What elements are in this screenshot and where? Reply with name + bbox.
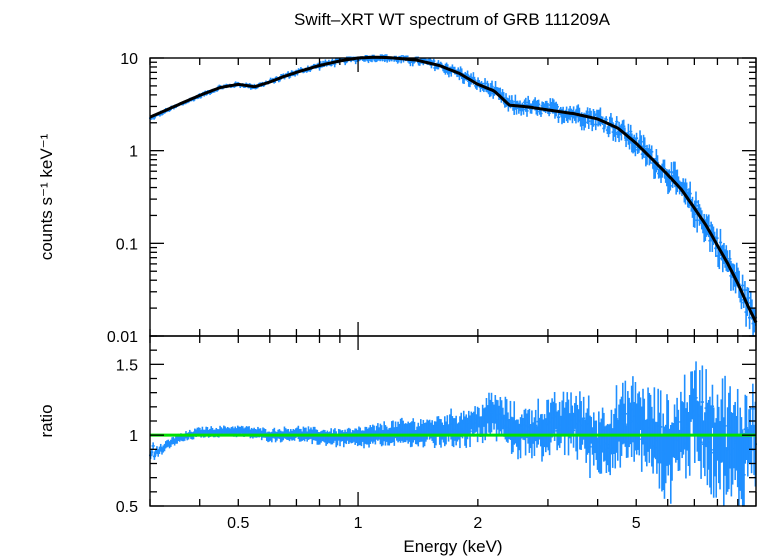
spectrum-data-point: [566, 114, 570, 123]
spectrum-y-tick-label: 1: [129, 144, 138, 161]
spectrum-data-series: [148, 54, 758, 336]
ratio-data-point: [445, 415, 449, 437]
spectrum-data-point: [556, 111, 561, 123]
spectrum-data-point: [583, 117, 587, 128]
ratio-data-point: [700, 365, 704, 439]
spectrum-panel: 0.01 0.1 1 10 counts s⁻¹ keV⁻¹: [37, 51, 758, 346]
x-tick-label: 1: [354, 515, 363, 532]
ratio-y-axis-label: ratio: [37, 404, 56, 437]
ratio-data-point: [694, 361, 698, 435]
x-axis-label: Energy (keV): [403, 537, 502, 556]
ratio-data-point: [614, 385, 619, 453]
spectrum-y-tick-label: 0.1: [116, 236, 138, 253]
x-tick-label: 2: [473, 515, 482, 532]
spectrum-axis-ticks: [149, 57, 757, 337]
spectrum-data-point: [667, 169, 671, 193]
spectrum-frame: [149, 57, 757, 337]
ratio-data-point: [152, 452, 157, 460]
spectrum-data-point: [650, 145, 654, 159]
spectrum-data-point: [639, 135, 643, 149]
spectrum-y-axis-label: counts s⁻¹ keV⁻¹: [37, 133, 56, 260]
ratio-data-point: [709, 405, 713, 495]
ratio-x-tick-labels: 0.5 1 2 5: [227, 515, 641, 532]
ratio-data-point: [588, 415, 592, 478]
ratio-panel: 0.5 1 1.5 0.5 1 2 5 ratio Energy (keV): [37, 335, 757, 556]
spectrum-data-point: [602, 124, 606, 133]
ratio-data-point: [710, 384, 715, 428]
ratio-frame: [149, 335, 757, 507]
spectrum-data-point: [629, 124, 633, 139]
spectrum-data-point: [432, 58, 436, 64]
x-tick-label: 5: [632, 515, 641, 532]
ratio-data-point: [744, 395, 749, 461]
ratio-y-tick-label: 1.5: [116, 357, 138, 374]
spectrum-data-point: [594, 118, 598, 131]
x-tick-label: 0.5: [227, 515, 249, 532]
spectrum-data-point: [668, 181, 672, 191]
ratio-data-point: [151, 442, 155, 450]
spectrum-data-point: [555, 103, 559, 110]
spectrum-data-point: [622, 119, 626, 133]
spectrum-data-point: [615, 116, 619, 128]
ratio-data-point: [571, 412, 576, 448]
spectrum-y-tick-labels: 0.01 0.1 1 10: [107, 51, 138, 346]
spectrum-data-point: [524, 97, 528, 112]
ratio-y-tick-label: 1: [129, 428, 138, 445]
spectrum-y-tick-label: 10: [120, 51, 138, 68]
ratio-data-point: [742, 433, 746, 506]
spectrum-data-point: [693, 200, 697, 228]
ratio-y-tick-label: 0.5: [116, 499, 138, 516]
spectrum-y-tick-label: 0.01: [107, 329, 138, 346]
ratio-data-point: [723, 375, 727, 476]
chart-title: Swift–XRT WT spectrum of GRB 111209A: [294, 10, 611, 29]
spectrum-data-point: [574, 109, 578, 124]
ratio-y-tick-labels: 0.5 1 1.5: [116, 357, 138, 516]
ratio-data-point: [699, 405, 703, 479]
spectrum-model-line: [149, 55, 758, 324]
ratio-data-point: [659, 390, 663, 464]
ratio-data-point: [582, 396, 586, 440]
spectrum-data-point: [539, 109, 543, 117]
